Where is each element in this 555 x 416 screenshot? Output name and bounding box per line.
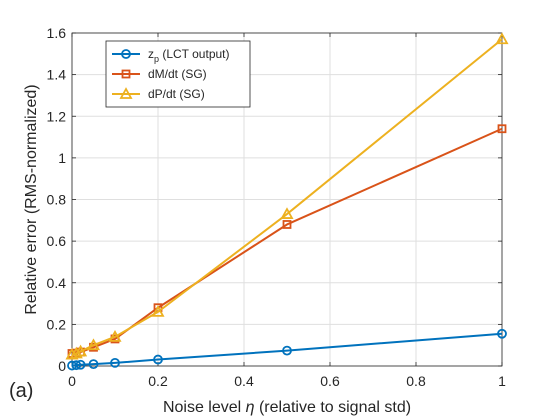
data-point bbox=[151, 305, 165, 317]
x-tick-label: 0.8 bbox=[406, 373, 426, 389]
y-axis-label: Relative error (RMS-normalized) bbox=[23, 84, 40, 314]
data-point bbox=[69, 346, 83, 359]
x-tick-label: 0 bbox=[68, 373, 76, 389]
x-tick-label: 1 bbox=[498, 373, 506, 389]
y-tick-label: 0.8 bbox=[47, 192, 67, 208]
legend-marker bbox=[121, 49, 131, 59]
legend-label: dM/dt (SG) bbox=[148, 67, 207, 81]
legend-label: zp (LCT output) bbox=[148, 47, 230, 64]
legend: zp (LCT output) dM/dt (SG) dP/dt (SG) bbox=[105, 40, 251, 108]
series-group bbox=[65, 32, 509, 371]
x-tick-label: 0.4 bbox=[234, 373, 254, 389]
y-tick-label: 0.6 bbox=[47, 233, 67, 249]
data-point bbox=[75, 359, 86, 370]
data-point bbox=[65, 347, 79, 360]
y-tick-label: 0.2 bbox=[47, 316, 67, 332]
y-tick-label: 1 bbox=[58, 150, 66, 166]
data-point bbox=[71, 360, 82, 371]
legend-item-3: dP/dt (SG) bbox=[112, 87, 205, 101]
series-1 bbox=[67, 328, 507, 371]
data-point bbox=[280, 207, 294, 219]
x-tick-label: 0.6 bbox=[320, 373, 340, 389]
legend-item-2: dM/dt (SG) bbox=[112, 67, 207, 81]
y-tick-label: 1.4 bbox=[47, 67, 67, 83]
series-3 bbox=[65, 32, 509, 360]
y-tick-label: 0.4 bbox=[47, 275, 67, 291]
panel-label: (a) bbox=[9, 380, 33, 402]
series-line bbox=[71, 332, 503, 367]
data-point bbox=[153, 354, 163, 365]
legend-label: dP/dt (SG) bbox=[148, 87, 205, 101]
legend-marker bbox=[119, 87, 133, 99]
data-point bbox=[497, 124, 507, 134]
data-point bbox=[282, 345, 292, 356]
data-point bbox=[88, 359, 99, 370]
data-point bbox=[108, 330, 122, 342]
y-tick-label: 0 bbox=[58, 358, 66, 374]
legend-item-1: zp (LCT output) bbox=[112, 47, 230, 64]
y-tick-label: 1.2 bbox=[47, 108, 67, 124]
data-point bbox=[282, 220, 292, 229]
y-tick-label: 1.6 bbox=[47, 25, 67, 41]
data-point bbox=[74, 344, 88, 357]
x-tick-label: 0.2 bbox=[148, 373, 168, 389]
x-axis-label: Noise level η (relative to signal std) bbox=[163, 399, 411, 416]
legend-marker bbox=[121, 69, 131, 79]
data-point bbox=[497, 328, 507, 339]
data-point bbox=[86, 338, 101, 351]
data-point bbox=[110, 357, 120, 368]
axis-ticks: 0 0.2 0.4 0.6 0.8 1 0 0.2 0.4 0.6 0.8 1 1.2 1.4 1.6 bbox=[47, 25, 507, 389]
data-point bbox=[495, 32, 509, 45]
